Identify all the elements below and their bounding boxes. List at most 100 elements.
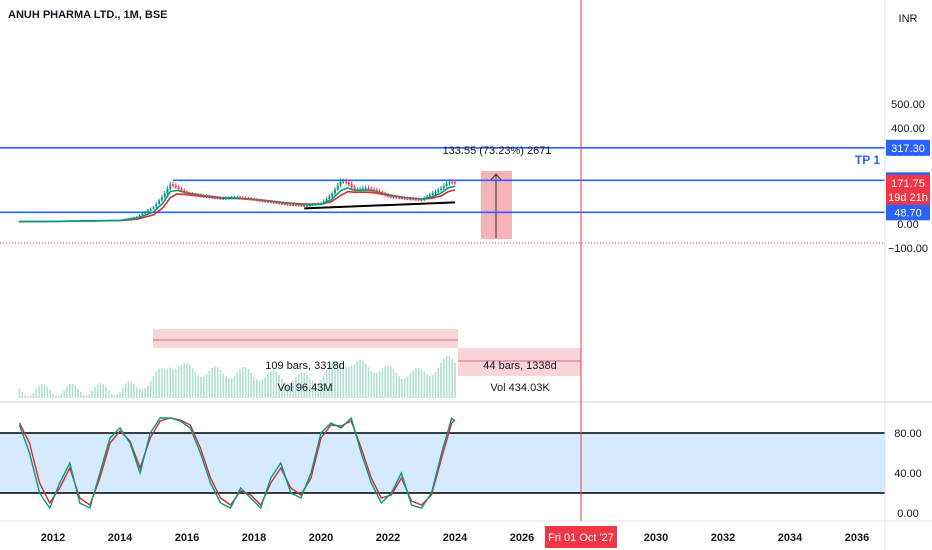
volume-bar xyxy=(200,376,202,398)
volume-bar xyxy=(133,383,135,398)
volume-bar xyxy=(381,368,384,398)
volume-bar xyxy=(283,381,286,398)
candle-body xyxy=(286,204,289,206)
candle-body xyxy=(314,204,317,206)
volume-bar xyxy=(339,362,342,398)
volume-bar xyxy=(214,366,216,398)
candle-body xyxy=(183,190,186,193)
volume-bar xyxy=(395,372,398,398)
volume-bar xyxy=(336,362,339,398)
volume-bar xyxy=(247,369,250,398)
volume-bar xyxy=(208,370,211,398)
candle-body xyxy=(88,220,91,222)
volume-bar xyxy=(77,388,79,398)
volume-bar xyxy=(261,379,264,398)
candle-body xyxy=(250,199,253,201)
volume-bar xyxy=(163,368,166,398)
candle-body xyxy=(158,200,161,204)
candle-body xyxy=(361,188,364,190)
volume-bar xyxy=(250,372,253,398)
volume-bar xyxy=(244,367,247,398)
candle-body xyxy=(278,203,281,205)
candle-body xyxy=(79,220,82,222)
volume-bar xyxy=(24,394,26,398)
trend-line[interactable] xyxy=(304,201,456,210)
volume-bar xyxy=(420,370,423,398)
volume-bar xyxy=(116,394,119,398)
volume-bar xyxy=(431,374,434,398)
candle-body xyxy=(381,192,384,194)
volume-bar xyxy=(314,383,317,398)
candle-body xyxy=(77,220,80,222)
volume-bar xyxy=(91,390,93,398)
volume-bar xyxy=(161,367,163,398)
volume-bar xyxy=(239,369,241,398)
volume-bar xyxy=(43,384,46,398)
candle-body xyxy=(233,197,236,199)
candle-body xyxy=(403,198,406,200)
candle-body xyxy=(225,198,228,200)
candle-body xyxy=(197,195,200,197)
volume-bar xyxy=(183,363,186,398)
volume-bar xyxy=(451,358,454,398)
candle-body xyxy=(68,220,71,222)
candle-body xyxy=(392,196,395,198)
volume-bar xyxy=(376,372,378,398)
volume-bar xyxy=(80,392,82,398)
volume-bar xyxy=(105,387,107,398)
candle-body xyxy=(222,198,225,200)
time-axis-ticks: 2012 2014 2016 2018 2020 2022 2024 2026 2030 2032… xyxy=(41,532,869,544)
volume-bar xyxy=(255,379,258,398)
volume-bar xyxy=(124,384,127,398)
volume-bar xyxy=(88,394,91,398)
volume-bar xyxy=(409,373,412,398)
volume-bar xyxy=(32,392,35,398)
candle-body xyxy=(40,221,43,223)
volume-bar xyxy=(403,378,406,398)
volume-bar xyxy=(348,366,350,398)
candle-body xyxy=(255,200,258,201)
candle-body xyxy=(247,198,250,200)
range-2-box[interactable] xyxy=(458,348,581,376)
time-tick-label: 2032 xyxy=(711,532,735,544)
volume-bar xyxy=(448,355,451,398)
volume-bar xyxy=(197,375,199,398)
volume-bar xyxy=(172,369,174,398)
candle-body xyxy=(43,221,46,223)
volume-bar xyxy=(264,376,266,398)
candle-body xyxy=(303,205,306,207)
time-tick-label: 2022 xyxy=(376,532,400,544)
volume-bar xyxy=(364,363,367,398)
volume-bar xyxy=(258,380,261,398)
oscillator-axis-ticks: 80.00 40.00 0.00 xyxy=(894,428,922,520)
volume-bar xyxy=(295,377,297,398)
candle-body xyxy=(412,199,415,201)
candle-body xyxy=(121,219,124,221)
candle-body xyxy=(38,221,41,223)
candles xyxy=(18,178,456,223)
volume-bar xyxy=(211,368,213,398)
range-1-box[interactable] xyxy=(153,329,458,348)
time-tick-label: 2018 xyxy=(242,532,266,544)
candle-body xyxy=(208,196,211,198)
volume-bar xyxy=(367,367,370,398)
volume-bar xyxy=(49,390,52,398)
candle-body xyxy=(306,205,309,207)
candle-body xyxy=(236,197,239,199)
range-1-vol-label: Vol 96.43M xyxy=(277,382,332,394)
volume-bar xyxy=(429,375,431,398)
candle-body xyxy=(331,193,334,197)
volume-bar xyxy=(68,384,71,398)
volume-bar xyxy=(38,385,40,398)
volume-bar xyxy=(242,367,244,398)
oscillator-band xyxy=(0,433,885,493)
candle-body xyxy=(333,189,336,194)
candle-body xyxy=(426,196,429,199)
volume-bar xyxy=(445,355,448,398)
volume-bar xyxy=(169,367,172,398)
candle-body xyxy=(110,220,113,222)
volume-bar xyxy=(60,393,63,398)
currency-label[interactable]: INR xyxy=(899,13,918,25)
